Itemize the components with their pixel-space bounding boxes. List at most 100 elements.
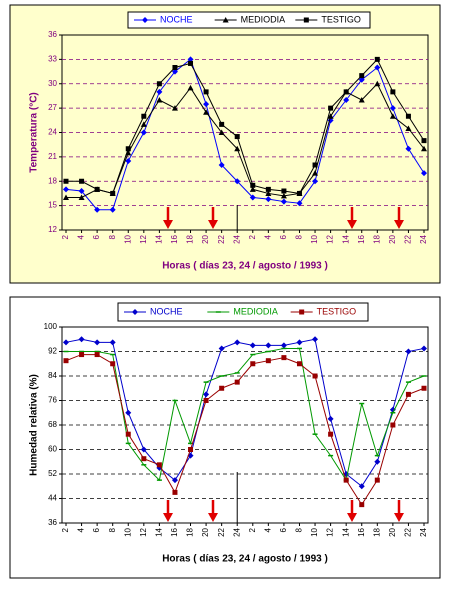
marker — [358, 97, 365, 103]
y-tick-label: 36 — [48, 30, 57, 39]
x-tick-label: 10 — [123, 234, 132, 243]
marker — [296, 339, 303, 346]
x-tick-label: 14 — [155, 234, 164, 243]
x-tick-label: 20 — [201, 527, 210, 536]
x-tick-label: 6 — [92, 234, 101, 239]
x-tick-label: 18 — [186, 527, 195, 536]
x-tick-label: 20 — [388, 234, 397, 243]
legend — [127, 11, 371, 29]
y-tick-label: 18 — [48, 176, 57, 185]
x-tick-label: 4 — [263, 527, 272, 532]
x-tick-label: 2 — [61, 234, 70, 239]
x-tick-label: 4 — [263, 234, 272, 239]
marker — [312, 162, 318, 168]
marker — [421, 385, 427, 391]
y-tick-label: 12 — [48, 225, 57, 234]
x-tick-label: 12 — [326, 234, 335, 243]
series-line — [65, 354, 425, 506]
y-tick-label: 92 — [48, 347, 57, 356]
marker — [343, 89, 349, 95]
marker — [303, 17, 309, 23]
marker — [280, 192, 287, 199]
marker — [327, 415, 334, 422]
y-tick-label: 76 — [48, 396, 57, 405]
y-axis-label: Humedad relativa (%) — [29, 374, 40, 476]
x-tick-label: 8 — [295, 234, 304, 239]
marker — [78, 336, 85, 343]
marker — [125, 157, 132, 164]
marker — [280, 198, 287, 205]
marker — [63, 339, 69, 346]
marker — [390, 89, 396, 95]
marker — [250, 182, 256, 188]
marker — [359, 502, 365, 508]
x-tick-label: 22 — [217, 234, 226, 243]
marker — [203, 398, 209, 403]
x-tick-label: 8 — [108, 234, 117, 239]
marker — [63, 186, 69, 193]
y-axis-label: Temperatura (°C) — [29, 92, 40, 173]
legend-label: NOCHE — [150, 306, 183, 316]
marker — [421, 170, 427, 177]
y-tick-label: 21 — [48, 152, 57, 161]
marker — [203, 101, 210, 108]
y-tick-label: 33 — [48, 54, 57, 63]
marker — [79, 178, 85, 184]
marker — [328, 105, 334, 111]
y-tick-label: 24 — [48, 128, 57, 137]
marker — [265, 196, 272, 203]
marker — [234, 178, 241, 185]
y-tick-label: 15 — [48, 201, 57, 210]
x-tick-label: 20 — [388, 527, 397, 536]
x-tick-label: 22 — [404, 527, 413, 536]
arrow-head — [163, 220, 173, 229]
x-tick-label: 8 — [295, 527, 304, 532]
marker — [187, 84, 194, 91]
marker — [79, 352, 85, 358]
marker — [312, 336, 319, 343]
marker — [219, 121, 225, 127]
x-tick-label: 14 — [341, 527, 350, 536]
marker — [171, 477, 178, 484]
series-line — [66, 347, 425, 482]
x-tick-label: 4 — [77, 234, 86, 239]
x-tick-label: 2 — [61, 527, 70, 532]
x-axis-label: Horas ( días 23, 24 / agosto / 1993 ) — [162, 261, 328, 272]
marker — [63, 178, 69, 184]
marker — [312, 170, 319, 176]
marker — [172, 65, 178, 70]
marker — [374, 56, 380, 62]
arrow-head — [394, 513, 404, 522]
x-tick-label: 14 — [341, 234, 350, 243]
marker — [249, 194, 256, 201]
legend-label: TESTIGO — [321, 14, 361, 24]
marker — [219, 385, 225, 391]
marker — [265, 190, 272, 196]
marker — [280, 342, 287, 349]
marker — [142, 17, 148, 23]
marker — [110, 361, 116, 367]
marker — [390, 422, 396, 428]
marker — [140, 446, 147, 453]
marker — [156, 88, 163, 95]
x-tick-label: 22 — [217, 527, 226, 536]
marker — [358, 483, 365, 490]
marker — [389, 406, 396, 413]
marker — [188, 60, 194, 66]
marker — [249, 342, 256, 349]
marker — [296, 361, 302, 367]
marker — [187, 56, 194, 63]
x-tick-label: 10 — [123, 527, 132, 536]
marker — [218, 129, 225, 135]
x-axis-label: Horas ( días 23, 24 / agosto / 1993 ) — [162, 554, 328, 565]
marker — [203, 391, 210, 398]
marker — [94, 339, 101, 346]
marker — [218, 345, 225, 352]
y-tick-label: 68 — [48, 420, 57, 429]
marker — [328, 431, 334, 437]
arrow-head — [347, 513, 357, 522]
marker — [125, 431, 131, 437]
marker — [188, 447, 194, 452]
